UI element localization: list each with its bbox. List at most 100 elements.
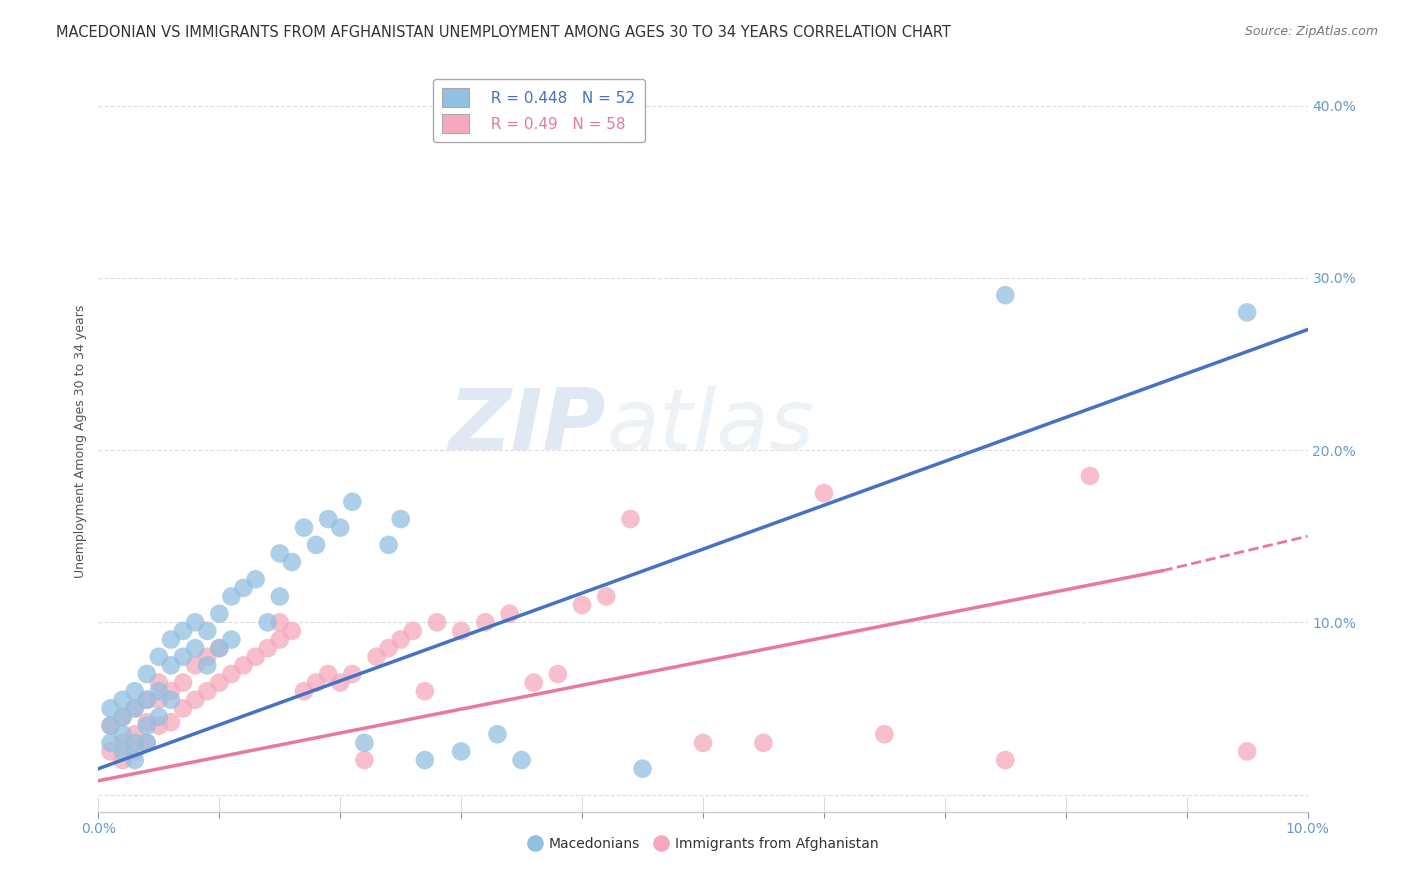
Text: MACEDONIAN VS IMMIGRANTS FROM AFGHANISTAN UNEMPLOYMENT AMONG AGES 30 TO 34 YEARS: MACEDONIAN VS IMMIGRANTS FROM AFGHANISTA…: [56, 25, 950, 40]
Point: [292, 684, 315, 698]
Point: [813, 486, 835, 500]
Point: [994, 753, 1017, 767]
Point: [100, 718, 122, 732]
Y-axis label: Unemployment Among Ages 30 to 34 years: Unemployment Among Ages 30 to 34 years: [75, 305, 87, 578]
Point: [148, 693, 170, 707]
Point: [523, 675, 546, 690]
Point: [281, 624, 304, 638]
Point: [148, 718, 170, 732]
Point: [474, 615, 496, 630]
Point: [353, 736, 375, 750]
Point: [329, 675, 352, 690]
Point: [172, 675, 194, 690]
Point: [160, 658, 183, 673]
Point: [619, 512, 641, 526]
Point: [111, 744, 134, 758]
Point: [208, 675, 231, 690]
Point: [498, 607, 520, 621]
Point: [377, 538, 399, 552]
Point: [124, 744, 146, 758]
Point: [135, 736, 157, 750]
Point: [172, 624, 194, 638]
Point: [342, 667, 364, 681]
Point: [389, 512, 412, 526]
Point: [195, 624, 218, 638]
Text: ZIP: ZIP: [449, 385, 606, 468]
Point: [100, 701, 122, 715]
Point: [221, 632, 243, 647]
Point: [377, 641, 399, 656]
Point: [148, 675, 170, 690]
Point: [595, 590, 617, 604]
Point: [111, 693, 134, 707]
Point: [329, 521, 352, 535]
Point: [450, 624, 472, 638]
Point: [486, 727, 509, 741]
Point: [208, 641, 231, 656]
Text: Source: ZipAtlas.com: Source: ZipAtlas.com: [1244, 25, 1378, 38]
Point: [631, 762, 654, 776]
Point: [184, 615, 207, 630]
Point: [752, 736, 775, 750]
Point: [135, 718, 157, 732]
Point: [135, 667, 157, 681]
Point: [124, 727, 146, 741]
Point: [1236, 305, 1258, 319]
Point: [571, 598, 593, 612]
Point: [342, 495, 364, 509]
Point: [450, 744, 472, 758]
Point: [160, 684, 183, 698]
Legend: Macedonians, Immigrants from Afghanistan: Macedonians, Immigrants from Afghanistan: [522, 831, 884, 856]
Point: [873, 727, 896, 741]
Point: [160, 632, 183, 647]
Point: [413, 684, 436, 698]
Point: [232, 581, 254, 595]
Point: [160, 715, 183, 730]
Point: [124, 684, 146, 698]
Point: [510, 753, 533, 767]
Point: [135, 736, 157, 750]
Point: [124, 753, 146, 767]
Point: [547, 667, 569, 681]
Point: [353, 753, 375, 767]
Point: [256, 615, 278, 630]
Point: [148, 684, 170, 698]
Point: [994, 288, 1017, 302]
Point: [172, 701, 194, 715]
Point: [111, 736, 134, 750]
Point: [316, 667, 339, 681]
Point: [100, 718, 122, 732]
Point: [245, 572, 267, 586]
Point: [305, 538, 328, 552]
Point: [269, 590, 291, 604]
Point: [135, 693, 157, 707]
Point: [256, 641, 278, 656]
Point: [172, 649, 194, 664]
Point: [184, 641, 207, 656]
Point: [402, 624, 425, 638]
Point: [413, 753, 436, 767]
Point: [195, 684, 218, 698]
Point: [208, 607, 231, 621]
Point: [124, 736, 146, 750]
Point: [195, 649, 218, 664]
Point: [221, 590, 243, 604]
Point: [100, 744, 122, 758]
Point: [316, 512, 339, 526]
Point: [111, 710, 134, 724]
Text: atlas: atlas: [606, 385, 814, 468]
Point: [135, 693, 157, 707]
Point: [111, 710, 134, 724]
Point: [184, 658, 207, 673]
Point: [148, 710, 170, 724]
Point: [111, 753, 134, 767]
Point: [124, 701, 146, 715]
Point: [1078, 469, 1101, 483]
Point: [292, 521, 315, 535]
Point: [135, 715, 157, 730]
Point: [426, 615, 449, 630]
Point: [269, 615, 291, 630]
Point: [245, 649, 267, 664]
Point: [232, 658, 254, 673]
Point: [208, 641, 231, 656]
